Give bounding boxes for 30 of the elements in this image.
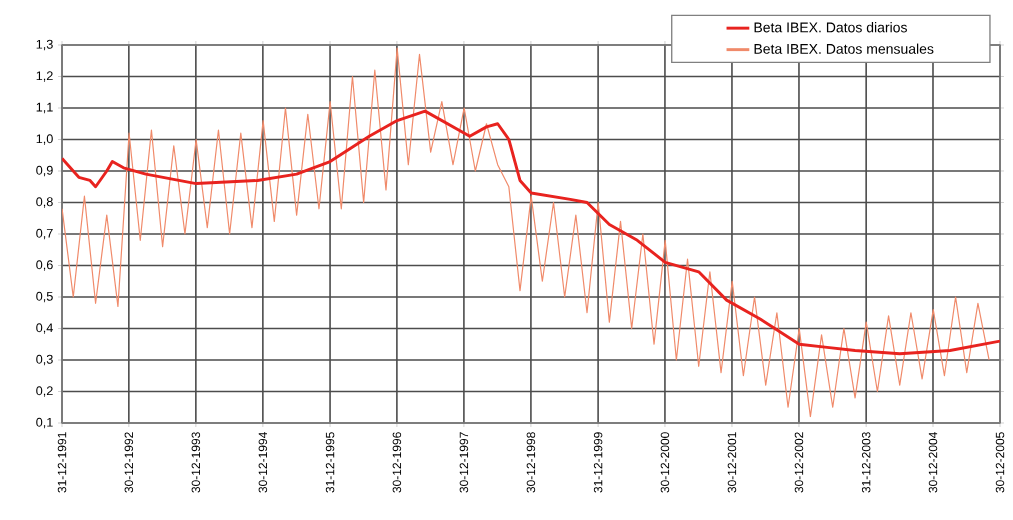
x-tick-label: 31-12-2003 (861, 432, 871, 493)
legend-label: Beta IBEX. Datos diarios (754, 22, 907, 33)
y-tick-label: 1,3 (36, 39, 53, 51)
x-tick-label: 30-12-1992 (124, 432, 134, 493)
x-tick-label: 30-12-1998 (526, 432, 536, 493)
y-tick-label: 0,3 (36, 354, 53, 366)
x-tick-label: 30-12-2004 (928, 432, 938, 493)
y-tick-label: 0,6 (36, 260, 53, 271)
x-tick-label: 30-12-1997 (459, 432, 469, 493)
x-tick-label: 30-12-1996 (392, 432, 402, 493)
y-tick-label: 0,5 (36, 291, 53, 303)
y-tick-label: 0,2 (36, 386, 53, 397)
y-tick-label: 0,7 (36, 228, 53, 240)
y-tick-label: 1,1 (36, 102, 53, 114)
y-tick-label: 0,4 (36, 323, 53, 334)
y-tick-label: 0,8 (36, 197, 53, 208)
y-tick-label: 1,2 (36, 71, 53, 82)
x-tick-label: 30-12-2002 (794, 432, 804, 493)
x-tick-label: 30-12-2005 (995, 432, 1005, 493)
y-tick-label: 0,9 (36, 165, 53, 177)
x-tick-label: 30-12-2000 (660, 432, 670, 493)
y-tick-label: 1,0 (36, 134, 53, 145)
x-tick-label: 31-12-1999 (593, 432, 603, 493)
x-tick-label: 30-12-2001 (727, 432, 737, 493)
x-tick-label: 30-12-1994 (258, 432, 268, 493)
legend-label: Beta IBEX. Datos mensuales (754, 43, 934, 54)
y-tick-label: 0,1 (36, 417, 53, 429)
x-tick-label: 30-12-1993 (191, 432, 201, 493)
x-tick-label: 31-12-1995 (325, 432, 335, 493)
x-tick-label: 31-12-1991 (57, 432, 67, 493)
